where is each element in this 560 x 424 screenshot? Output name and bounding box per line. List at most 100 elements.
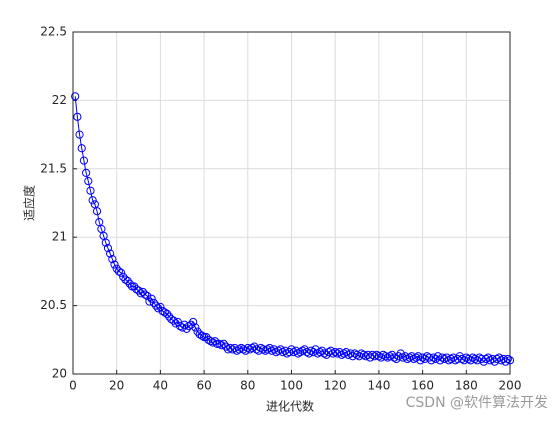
data-point bbox=[313, 349, 322, 358]
data-point bbox=[230, 343, 239, 353]
y-tick-label: 20 bbox=[52, 367, 67, 381]
data-point bbox=[73, 112, 82, 121]
data-point bbox=[162, 309, 172, 318]
data-point bbox=[127, 282, 137, 291]
data-point bbox=[202, 332, 211, 342]
data-point bbox=[302, 348, 311, 357]
data-point bbox=[79, 156, 89, 165]
data-point bbox=[254, 346, 263, 355]
data-point bbox=[101, 238, 110, 247]
data-point bbox=[446, 354, 456, 364]
x-tick-label: 60 bbox=[196, 379, 211, 393]
data-point bbox=[112, 264, 121, 273]
data-point bbox=[503, 354, 512, 364]
data-point bbox=[82, 168, 91, 178]
data-point bbox=[460, 356, 469, 365]
data-point bbox=[501, 357, 510, 366]
x-tick-label: 40 bbox=[153, 379, 168, 393]
data-point bbox=[505, 356, 515, 365]
data-point bbox=[355, 352, 364, 361]
data-point bbox=[274, 346, 283, 355]
data-point bbox=[191, 323, 200, 332]
y-tick-label: 22 bbox=[52, 93, 67, 107]
data-point bbox=[289, 348, 298, 357]
data-point bbox=[411, 353, 421, 362]
data-point bbox=[141, 290, 150, 299]
watermark: CSDN @软件算法开发 bbox=[406, 395, 548, 411]
x-tick-label: 140 bbox=[367, 379, 390, 393]
data-point bbox=[398, 353, 408, 362]
data-point bbox=[324, 348, 333, 357]
data-point bbox=[276, 345, 285, 354]
data-point bbox=[372, 350, 381, 359]
data-point bbox=[110, 260, 119, 269]
data-point bbox=[484, 353, 493, 362]
data-point bbox=[427, 356, 436, 365]
data-point bbox=[189, 317, 198, 327]
data-point bbox=[304, 349, 314, 358]
data-point bbox=[442, 353, 451, 362]
data-point bbox=[180, 320, 189, 329]
data-point bbox=[342, 348, 351, 357]
data-point bbox=[213, 339, 222, 349]
data-point bbox=[138, 287, 148, 297]
data-point bbox=[114, 267, 123, 276]
data-point bbox=[88, 196, 97, 205]
data-point bbox=[416, 356, 425, 365]
data-point bbox=[339, 349, 349, 358]
data-point bbox=[169, 316, 178, 325]
data-point bbox=[165, 312, 174, 321]
data-point bbox=[197, 331, 207, 340]
data-point bbox=[261, 346, 270, 355]
data-point bbox=[86, 186, 95, 195]
data-point bbox=[125, 279, 134, 288]
data-point bbox=[265, 343, 274, 353]
x-tick-label: 20 bbox=[109, 379, 124, 393]
data-point bbox=[440, 354, 449, 364]
data-point bbox=[309, 348, 318, 357]
data-point bbox=[116, 268, 126, 277]
data-point bbox=[123, 276, 132, 286]
x-tick-label: 0 bbox=[69, 379, 77, 393]
y-tick-label: 20.5 bbox=[40, 298, 67, 312]
data-point bbox=[293, 349, 303, 358]
data-point bbox=[154, 304, 163, 313]
data-point bbox=[193, 327, 202, 336]
x-tick-label: 180 bbox=[455, 379, 478, 393]
data-point bbox=[462, 353, 471, 362]
data-point bbox=[186, 320, 196, 329]
data-point bbox=[348, 352, 357, 361]
data-point bbox=[405, 353, 414, 362]
data-point bbox=[296, 348, 305, 357]
plot-frame bbox=[72, 31, 511, 375]
data-point bbox=[272, 348, 281, 357]
data-point bbox=[106, 249, 115, 258]
data-point bbox=[291, 346, 300, 355]
data-point bbox=[383, 353, 392, 362]
data-point bbox=[103, 244, 113, 253]
x-axis-label: 进化代数 bbox=[266, 399, 314, 414]
data-point bbox=[267, 346, 276, 355]
data-point bbox=[470, 354, 480, 364]
data-point bbox=[217, 341, 226, 350]
data-point bbox=[252, 345, 261, 354]
data-point bbox=[418, 353, 427, 362]
data-point bbox=[263, 345, 272, 354]
x-tick-label: 80 bbox=[240, 379, 255, 393]
data-point bbox=[71, 92, 80, 101]
data-point bbox=[287, 345, 296, 354]
data-point bbox=[394, 352, 403, 361]
data-point bbox=[147, 294, 156, 303]
data-point bbox=[119, 272, 128, 281]
data-point bbox=[75, 130, 84, 139]
data-point bbox=[145, 297, 154, 306]
data-point bbox=[149, 298, 158, 307]
x-tick-label: 120 bbox=[324, 379, 347, 393]
data-point bbox=[466, 356, 475, 365]
data-point bbox=[219, 339, 228, 349]
data-point bbox=[444, 356, 453, 365]
data-point bbox=[210, 337, 220, 346]
data-point bbox=[376, 353, 386, 362]
data-point bbox=[337, 350, 346, 359]
